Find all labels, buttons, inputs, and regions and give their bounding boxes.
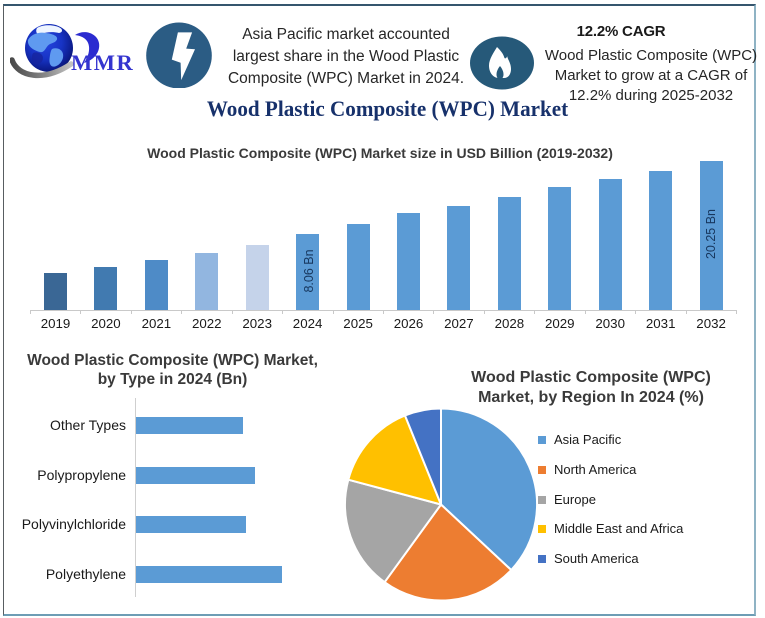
svg-text:MMR: MMR xyxy=(71,50,134,75)
